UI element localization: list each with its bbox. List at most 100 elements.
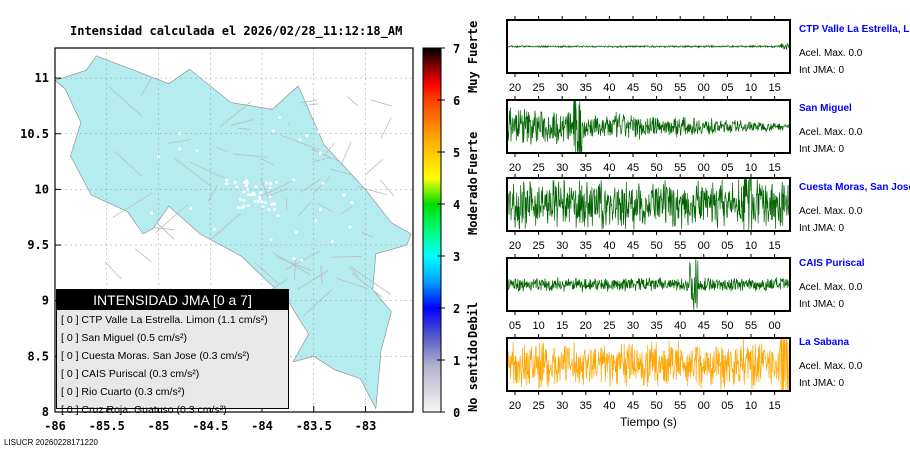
station-marker[interactable] (236, 206, 240, 210)
road (258, 180, 294, 198)
time-tick-label: 45 (627, 162, 639, 174)
station-marker[interactable] (321, 181, 325, 185)
time-tick-label: 05 (721, 162, 733, 174)
road (254, 261, 280, 285)
station-marker[interactable] (269, 181, 273, 185)
station-marker[interactable] (268, 195, 272, 199)
waveform-trace (506, 42, 790, 50)
station-marker[interactable] (242, 198, 246, 202)
station-marker[interactable] (276, 214, 280, 218)
station-marker[interactable] (251, 191, 255, 195)
station-marker[interactable] (273, 207, 277, 211)
station-marker[interactable] (294, 230, 298, 234)
station-marker[interactable] (298, 138, 302, 142)
station-marker[interactable] (243, 180, 247, 184)
lat-tick-label: 8 (42, 405, 49, 419)
time-tick-label: 30 (556, 240, 568, 252)
time-tick-label: 35 (580, 400, 592, 412)
road (141, 78, 152, 96)
station-marker[interactable] (245, 179, 249, 183)
waveform-border (506, 257, 791, 312)
station-marker[interactable] (244, 184, 248, 188)
station-marker[interactable] (256, 199, 260, 203)
road (348, 266, 360, 277)
station-marker[interactable] (259, 191, 263, 195)
station-marker[interactable] (157, 155, 161, 159)
station-marker[interactable] (254, 185, 258, 189)
station-marker[interactable] (265, 181, 269, 185)
station-marker[interactable] (178, 147, 182, 151)
station-marker[interactable] (348, 225, 352, 229)
station-marker[interactable] (318, 208, 322, 212)
lon-tick-label: -83 (355, 419, 377, 433)
station-marker[interactable] (167, 265, 171, 269)
station-marker[interactable] (317, 130, 321, 134)
station-name[interactable]: CAIS Puriscal (799, 258, 865, 269)
station-marker[interactable] (242, 190, 246, 194)
station-marker[interactable] (246, 204, 250, 208)
station-marker[interactable] (318, 151, 322, 155)
station-marker[interactable] (269, 237, 273, 241)
time-tick-label: 45 (627, 240, 639, 252)
time-tick-label: 00 (698, 162, 710, 174)
waveform-border (506, 337, 791, 392)
int-jma: Int JMA: 0 (799, 378, 845, 389)
station-marker[interactable] (305, 133, 309, 137)
station-marker[interactable] (238, 197, 242, 201)
station-marker[interactable] (300, 258, 304, 262)
station-marker[interactable] (292, 257, 296, 261)
station-marker[interactable] (270, 203, 274, 207)
lat-tick-label: 9 (42, 294, 49, 308)
station-marker[interactable] (339, 121, 343, 125)
station-marker[interactable] (350, 201, 354, 205)
acel-max: Acel. Max. 0.0 (799, 361, 863, 372)
station-marker[interactable] (271, 129, 275, 133)
time-tick-label: 10 (745, 82, 757, 94)
station-name[interactable]: La Sabana (799, 337, 850, 348)
station-marker[interactable] (342, 193, 346, 197)
costa-rica-land (54, 55, 412, 410)
station-marker[interactable] (328, 143, 332, 147)
station-marker[interactable] (189, 206, 193, 210)
station-marker[interactable] (267, 208, 271, 212)
station-marker[interactable] (350, 122, 354, 126)
station-marker[interactable] (225, 182, 229, 186)
time-tick-label: 00 (698, 400, 710, 412)
station-marker[interactable] (274, 180, 278, 184)
station-marker[interactable] (258, 197, 262, 201)
station-marker[interactable] (150, 211, 154, 215)
station-marker[interactable] (292, 178, 296, 182)
station-marker[interactable] (260, 200, 264, 204)
station-marker[interactable] (247, 193, 251, 197)
road (380, 117, 392, 140)
int-jma: Int JMA: 0 (799, 223, 845, 234)
time-tick-label: 20 (509, 240, 521, 252)
time-tick-label: 15 (768, 82, 780, 94)
waveform-border (506, 99, 791, 154)
road (280, 134, 320, 151)
time-tick-label: 05 (721, 400, 733, 412)
station-marker[interactable] (225, 178, 229, 182)
road (294, 259, 296, 280)
time-tick-label: 45 (627, 400, 639, 412)
station-name[interactable]: CTP Valle La Estrella, L (799, 24, 910, 35)
colorbar-label: Muy Fuerte (466, 21, 480, 93)
station-marker[interactable] (245, 187, 249, 191)
station-name[interactable]: Cuesta Moras, San Jose (799, 182, 910, 193)
road (351, 272, 383, 298)
station-marker[interactable] (264, 201, 268, 205)
station-marker[interactable] (330, 239, 334, 243)
station-marker[interactable] (268, 186, 272, 190)
colorbar-tick-label: 3 (453, 250, 460, 264)
station-marker[interactable] (261, 205, 265, 209)
station-marker[interactable] (213, 227, 217, 231)
station-marker[interactable] (240, 206, 244, 210)
station-name[interactable]: San Miguel (799, 103, 852, 114)
station-marker[interactable] (235, 185, 239, 189)
station-marker[interactable] (195, 149, 199, 153)
station-marker[interactable] (253, 200, 257, 204)
station-marker[interactable] (233, 180, 237, 184)
station-marker[interactable] (314, 219, 318, 223)
time-tick-label: 25 (603, 320, 615, 332)
station-marker[interactable] (277, 116, 281, 120)
